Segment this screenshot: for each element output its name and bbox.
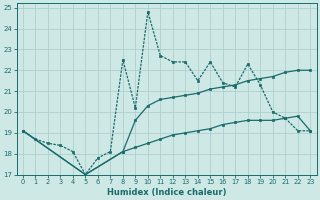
X-axis label: Humidex (Indice chaleur): Humidex (Indice chaleur): [107, 188, 226, 197]
